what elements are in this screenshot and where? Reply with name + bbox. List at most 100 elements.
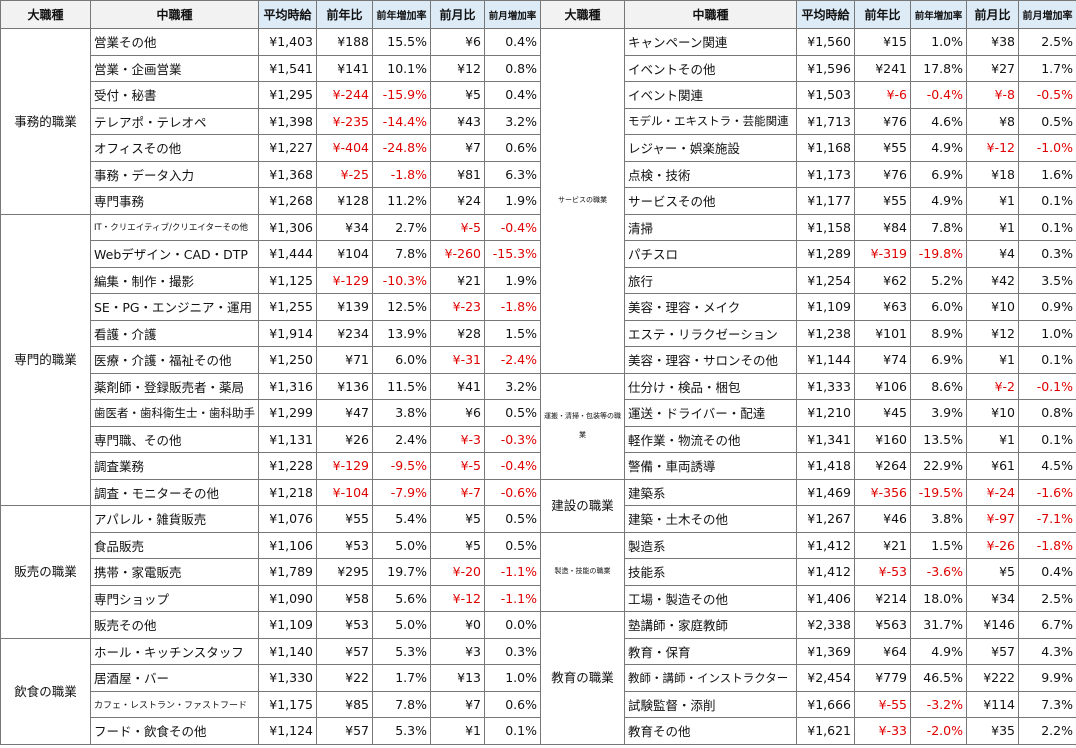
- yoy-diff: ¥563: [854, 611, 911, 639]
- job-name: 建築系: [624, 478, 797, 506]
- job-name: イベントその他: [624, 54, 797, 82]
- data-row: 医療・介護・福祉その他 ¥1,250 ¥71 6.0% ¥-31 -2.4%: [1, 346, 541, 374]
- mom-diff: ¥28: [430, 319, 485, 347]
- yoy-rate: 13.9%: [372, 319, 431, 347]
- data-row: イベント関連 ¥1,503 ¥-6 -0.4% ¥-8 -0.5%: [541, 81, 1076, 109]
- yoy-rate: 46.5%: [910, 664, 967, 692]
- avg-wage: ¥1,914: [258, 319, 317, 347]
- yoy-rate: 18.0%: [910, 584, 967, 612]
- job-name: SE・PG・エンジニア・運用: [90, 293, 259, 321]
- yoy-rate: -1.8%: [372, 160, 431, 188]
- avg-wage: ¥1,168: [796, 134, 855, 162]
- mom-diff: ¥3: [430, 637, 485, 665]
- minor-header: 中職種: [624, 0, 797, 29]
- yoy-diff: ¥160: [854, 425, 911, 453]
- mom-rate: 7.3%: [1018, 690, 1076, 718]
- mom-diff: ¥27: [966, 54, 1019, 82]
- yoy-diff: ¥-55: [854, 690, 911, 718]
- job-name: レジャー・娯楽施設: [624, 134, 797, 162]
- avg-wage: ¥1,218: [258, 478, 317, 506]
- mom-rate: -1.8%: [484, 293, 541, 321]
- yoy-rate: -19.5%: [910, 478, 967, 506]
- job-name: 旅行: [624, 266, 797, 294]
- avg-wage: ¥1,621: [796, 717, 855, 745]
- yoy-rate: 5.4%: [372, 505, 431, 533]
- yoy-diff: ¥-244: [316, 81, 373, 109]
- yoy-diff: ¥-6: [854, 81, 911, 109]
- yoy-rate: 3.8%: [372, 399, 431, 427]
- yoy-rate: 10.1%: [372, 54, 431, 82]
- yoy-diff: ¥22: [316, 664, 373, 692]
- group-name: サービスの職業: [540, 28, 625, 374]
- avg-wage: ¥1,227: [258, 134, 317, 162]
- yoy-diff: ¥53: [316, 611, 373, 639]
- yoy-rate: 1.0%: [910, 28, 967, 56]
- job-name: 調査業務: [90, 452, 259, 480]
- data-row: 技能系 ¥1,412 ¥-53 -3.6% ¥5 0.4%: [541, 558, 1076, 586]
- mom-diff: ¥34: [966, 584, 1019, 612]
- job-name: 看護・介護: [90, 319, 259, 347]
- yoy-rate: 1.5%: [910, 531, 967, 559]
- yoy-diff: ¥-53: [854, 558, 911, 586]
- data-row: フード・飲食その他 ¥1,124 ¥57 5.3% ¥1 0.1%: [1, 717, 541, 745]
- mom-rate-header: 前月増加率: [1018, 0, 1076, 29]
- mom-diff: ¥5: [430, 505, 485, 533]
- yoy-rate-header: 前年増加率: [372, 0, 431, 29]
- mom-diff: ¥7: [430, 690, 485, 718]
- mom-rate: 4.5%: [1018, 452, 1076, 480]
- mom-diff: ¥-97: [966, 505, 1019, 533]
- mom-header: 前月比: [966, 0, 1019, 29]
- mom-diff: ¥5: [430, 531, 485, 559]
- avg-wage: ¥1,596: [796, 54, 855, 82]
- job-name: 技能系: [624, 558, 797, 586]
- yoy-rate: -7.9%: [372, 478, 431, 506]
- mom-diff: ¥1: [966, 425, 1019, 453]
- mom-diff: ¥35: [966, 717, 1019, 745]
- mom-rate: 0.5%: [1018, 107, 1076, 135]
- job-name: 美容・理容・メイク: [624, 293, 797, 321]
- yoy-diff: ¥47: [316, 399, 373, 427]
- data-row: テレアポ・テレオペ ¥1,398 ¥-235 -14.4% ¥43 3.2%: [1, 107, 541, 135]
- mom-diff: ¥7: [430, 134, 485, 162]
- job-name: IT・クリエイティブ/クリエイターその他: [90, 213, 259, 241]
- yoy-rate: 3.8%: [910, 505, 967, 533]
- mom-rate: -1.1%: [484, 584, 541, 612]
- avg-wage: ¥1,140: [258, 637, 317, 665]
- yoy-rate: 11.2%: [372, 187, 431, 215]
- yoy-rate: 6.0%: [372, 346, 431, 374]
- data-row: 薬剤師・登録販売者・薬局 ¥1,316 ¥136 11.5% ¥41 3.2%: [1, 372, 541, 400]
- group-name: 販売の職業: [0, 505, 91, 639]
- data-row: 販売その他 ¥1,109 ¥53 5.0% ¥0 0.0%: [1, 611, 541, 639]
- mom-diff: ¥-2: [966, 372, 1019, 400]
- job-name: 教育・保育: [624, 637, 797, 665]
- major-header: 大職種: [0, 0, 91, 29]
- data-row: イベントその他 ¥1,596 ¥241 17.8% ¥27 1.7%: [541, 54, 1076, 82]
- yoy-diff: ¥264: [854, 452, 911, 480]
- mom-diff: ¥10: [966, 293, 1019, 321]
- data-row: 軽作業・物流その他 ¥1,341 ¥160 13.5% ¥1 0.1%: [541, 425, 1076, 453]
- avg-wage: ¥1,109: [258, 611, 317, 639]
- mom-rate: 0.4%: [1018, 558, 1076, 586]
- group-name: 建設の職業: [540, 478, 625, 533]
- data-row: 警備・車両誘導 ¥1,418 ¥264 22.9% ¥61 4.5%: [541, 452, 1076, 480]
- avg-wage: ¥1,713: [796, 107, 855, 135]
- yoy-diff: ¥64: [854, 637, 911, 665]
- yoy-rate: 19.7%: [372, 558, 431, 586]
- job-name: 居酒屋・バー: [90, 664, 259, 692]
- yoy-rate: 6.0%: [910, 293, 967, 321]
- job-name: 医療・介護・福祉その他: [90, 346, 259, 374]
- avg-wage: ¥2,454: [796, 664, 855, 692]
- data-row: 携帯・家電販売 ¥1,789 ¥295 19.7% ¥-20 -1.1%: [1, 558, 541, 586]
- mom-rate: 0.1%: [484, 717, 541, 745]
- avg-wage: ¥1,268: [258, 187, 317, 215]
- wage-header: 平均時給: [796, 0, 855, 29]
- yoy-diff: ¥55: [854, 134, 911, 162]
- group-name: 飲食の職業: [0, 637, 91, 745]
- yoy-rate-header: 前年増加率: [910, 0, 967, 29]
- major-header: 大職種: [540, 0, 625, 29]
- job-name: 専門事務: [90, 187, 259, 215]
- avg-wage: ¥1,125: [258, 266, 317, 294]
- data-row: 居酒屋・バー ¥1,330 ¥22 1.7% ¥13 1.0%: [1, 664, 541, 692]
- mom-diff: ¥114: [966, 690, 1019, 718]
